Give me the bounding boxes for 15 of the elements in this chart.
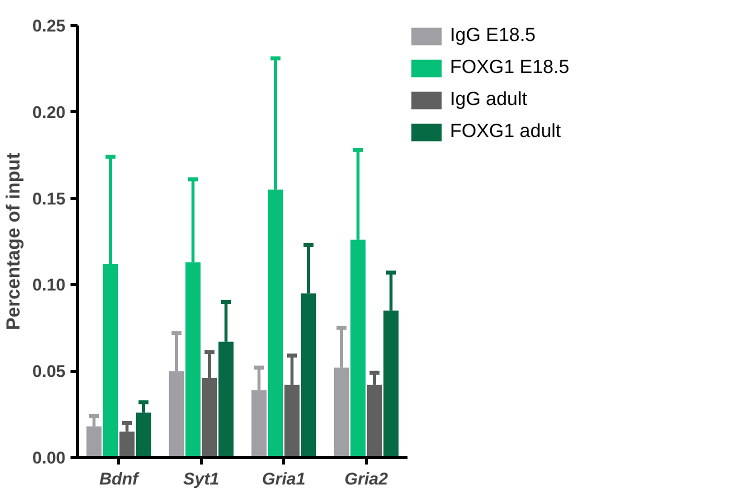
y-tick-label: 0.05 [32, 362, 66, 382]
y-tick-label: 0.15 [32, 189, 66, 208]
y-tick-label: 0.10 [32, 276, 66, 295]
legend-label: IgG adult [450, 89, 528, 111]
legend-label: FOXG1 E18.5 [450, 57, 570, 79]
legend-label: FOXG1 adult [450, 121, 561, 143]
x-tick-label: Gria2 [344, 470, 389, 488]
y-axis-title: Percentage of input [3, 152, 24, 330]
x-tick-label: Bdnf [99, 470, 140, 488]
x-tick-label: Gria1 [262, 470, 306, 488]
y-tick-label: 0.25 [32, 16, 66, 36]
x-tick-label: Syt1 [183, 470, 220, 488]
legend-label: IgG E18.5 [450, 25, 536, 47]
y-tick-label: 0.00 [32, 448, 66, 468]
y-tick-label: 0.20 [32, 102, 66, 122]
